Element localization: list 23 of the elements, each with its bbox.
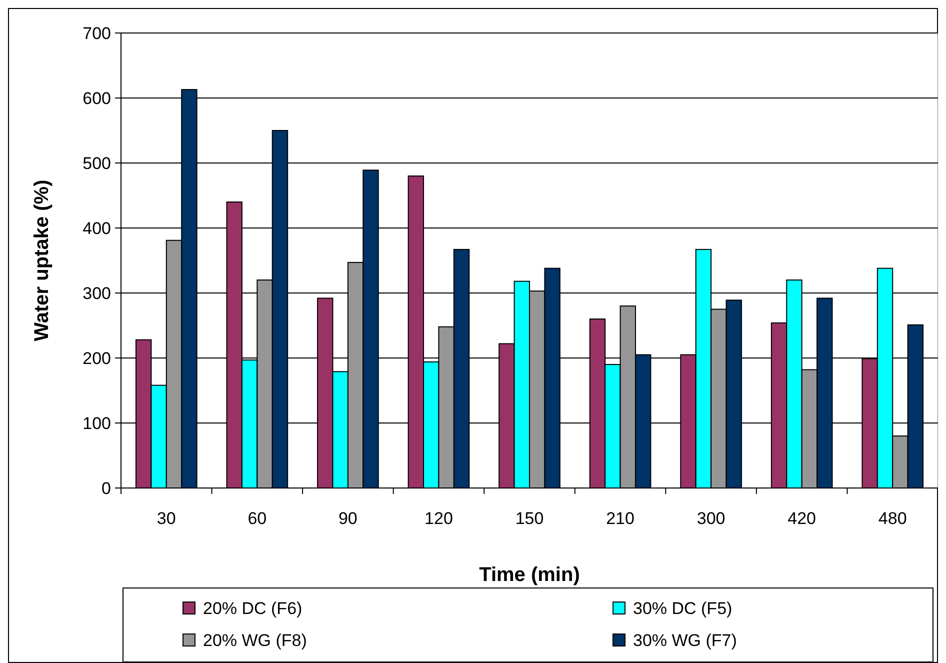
x-tick-label: 120 — [424, 509, 453, 528]
x-tick-label: 30 — [156, 509, 176, 528]
x-tick-label: 480 — [878, 509, 907, 528]
x-tick-label: 300 — [696, 509, 726, 528]
x-tick-label: 150 — [515, 509, 544, 528]
x-tick-label: 210 — [606, 509, 634, 528]
x-tick-label: 90 — [338, 509, 358, 528]
x-axis-title: Time (min) — [479, 564, 580, 586]
legend-label: 30% WG (F7) — [633, 630, 737, 650]
y-tick-label: 300 — [82, 284, 111, 303]
y-tick-label: 500 — [82, 154, 111, 173]
legend-label: 20% DC (F6) — [203, 598, 302, 618]
y-axis-title: Water uptake (%) — [31, 180, 53, 342]
legend-label: 30% DC (F5) — [633, 598, 732, 618]
y-tick-label: 100 — [82, 414, 111, 433]
x-tick-label: 60 — [248, 509, 267, 528]
y-tick-label: 600 — [82, 88, 111, 108]
y-tick-label: 200 — [82, 348, 111, 368]
y-tick-label: 0 — [102, 478, 111, 498]
y-tick-label: 700 — [82, 24, 111, 43]
y-tick-label: 400 — [82, 218, 111, 238]
legend-label: 20% WG (F8) — [203, 630, 307, 650]
x-tick-label: 420 — [788, 509, 816, 528]
